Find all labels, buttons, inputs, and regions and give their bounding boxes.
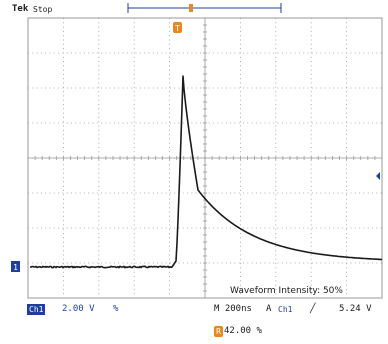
brand-label: Tek — [12, 4, 29, 14]
timebase-readout: M 200ns — [214, 304, 252, 314]
intensity-value: 42.00 % — [224, 326, 262, 336]
trigger-position-marker[interactable]: T — [173, 22, 182, 33]
channel-1-scale: 2.00 V — [62, 304, 95, 314]
graticule — [27, 17, 383, 299]
waveform-trace — [29, 75, 383, 269]
channel-1-marker-label: 1 — [13, 263, 18, 272]
acquisition-state: Stop — [33, 5, 53, 14]
trigger-level-readout: 5.24 V — [339, 304, 372, 314]
trigger-level-marker[interactable] — [376, 172, 380, 180]
trigger-source[interactable]: Ch1 — [278, 305, 293, 314]
trigger-slope-icon: ╱ — [310, 304, 316, 314]
channel-1-coupling: % — [113, 304, 119, 314]
intensity-reference-badge: R — [214, 326, 223, 337]
channel-1-badge[interactable]: Ch1 — [27, 304, 46, 315]
trigger-position-label: T — [175, 24, 180, 33]
waveform-intensity-readout: Waveform Intensity: 50% — [230, 286, 343, 296]
channel-1-ground-marker[interactable]: 1 — [11, 261, 20, 272]
record-view-bar — [127, 3, 282, 13]
trigger-prefix: A — [266, 304, 272, 314]
